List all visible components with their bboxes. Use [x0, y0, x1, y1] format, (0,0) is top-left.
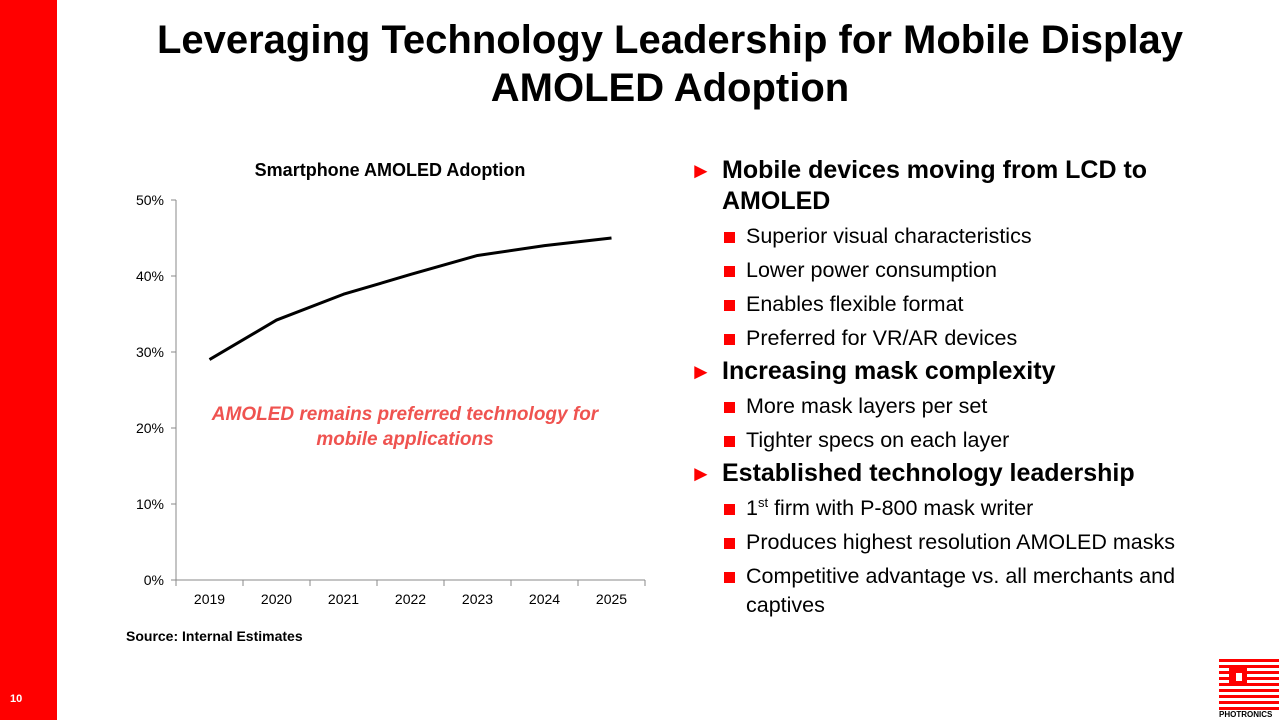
x-tick-label: 2020	[261, 591, 292, 607]
x-tick-label: 2024	[529, 591, 560, 607]
source-note: Source: Internal Estimates	[126, 628, 303, 644]
square-bullet-icon	[724, 504, 735, 515]
ordinal-suffix: st	[757, 494, 769, 510]
sub-bullet-text: Produces highest resolution AMOLED masks	[746, 530, 1176, 554]
sub-bullet: Produces highest resolution AMOLED masks	[690, 528, 1250, 557]
bullet-heading-text: Established technology leadership	[722, 459, 1135, 487]
x-tick-label: 2025	[596, 591, 627, 607]
side-accent-bar	[0, 0, 57, 720]
sub-bullet-text: Competitive advantage vs. all merchants …	[746, 564, 1176, 617]
square-bullet-icon	[724, 538, 735, 549]
y-tick-label: 20%	[136, 420, 164, 436]
square-bullet-icon	[724, 334, 735, 345]
square-bullet-icon	[724, 300, 735, 311]
slide-title: Leveraging Technology Leadership for Mob…	[156, 18, 1184, 110]
bullet-heading-mobile: ► Mobile devices moving from LCD to AMOL…	[690, 155, 1250, 217]
arrow-icon: ►	[690, 461, 712, 486]
square-bullet-icon	[724, 572, 735, 583]
square-bullet-icon	[724, 232, 735, 243]
page-number: 10	[10, 693, 23, 705]
adoption-line-chart: 0% 10% 20% 30% 40% 50% 2019 2020 2021 2022 2023 202…	[136, 192, 646, 607]
logo-wordmark: PHOTRONICS	[1219, 710, 1273, 719]
sub-bullet: Lower power consumption	[690, 256, 1250, 285]
sub-bullet-text: Tighter specs on each layer	[746, 428, 1010, 452]
ordinal-rest: firm with P-800 mask writer	[768, 496, 1034, 520]
sub-bullet: Superior visual characteristics	[690, 222, 1250, 251]
x-tick-label: 2022	[395, 591, 426, 607]
y-tick-label: 40%	[136, 268, 164, 284]
y-tick-label: 0%	[144, 572, 164, 588]
sub-bullet: Preferred for VR/AR devices	[690, 324, 1250, 353]
arrow-icon: ►	[690, 359, 712, 384]
sub-bullet: 1st firm with P-800 mask writer	[690, 494, 1250, 523]
y-tick-label: 50%	[136, 192, 164, 208]
chart-annotation: AMOLED remains preferred technology for …	[211, 404, 599, 450]
sub-bullet-text: Superior visual characteristics	[746, 224, 1032, 248]
x-tick-label: 2021	[328, 591, 359, 607]
sub-bullet-text: 1st firm with P-800 mask writer	[746, 496, 1033, 520]
y-tick-label: 10%	[136, 496, 164, 512]
square-bullet-icon	[724, 436, 735, 447]
series-line	[208, 236, 612, 361]
photronics-logo	[1219, 659, 1279, 710]
x-tick-label: 2019	[194, 591, 225, 607]
ordinal-number: 1	[746, 496, 758, 520]
sub-bullet-text: Preferred for VR/AR devices	[746, 326, 1018, 350]
sub-bullet: More mask layers per set	[690, 392, 1250, 421]
arrow-icon: ►	[690, 158, 712, 183]
sub-bullet: Enables flexible format	[690, 290, 1250, 319]
bullet-list: ► Mobile devices moving from LCD to AMOL…	[690, 152, 1250, 620]
x-tick-label: 2023	[462, 591, 493, 607]
sub-bullet: Tighter specs on each layer	[690, 426, 1250, 455]
bullet-heading-text: Increasing mask complexity	[722, 357, 1056, 385]
square-bullet-icon	[724, 266, 735, 277]
sub-bullet-text: Lower power consumption	[746, 258, 997, 282]
sub-bullet-text: Enables flexible format	[746, 292, 964, 316]
bullet-heading-leadership: ► Established technology leadership	[690, 458, 1250, 489]
bullet-heading-text: Mobile devices moving from LCD to AMOLED	[722, 156, 1148, 215]
square-bullet-icon	[724, 402, 735, 413]
bullet-heading-complexity: ► Increasing mask complexity	[690, 356, 1250, 387]
y-tick-label: 30%	[136, 344, 164, 360]
sub-bullet: Competitive advantage vs. all merchants …	[690, 562, 1250, 620]
chart-title: Smartphone AMOLED Adoption	[254, 160, 526, 180]
sub-bullet-text: More mask layers per set	[746, 394, 988, 418]
